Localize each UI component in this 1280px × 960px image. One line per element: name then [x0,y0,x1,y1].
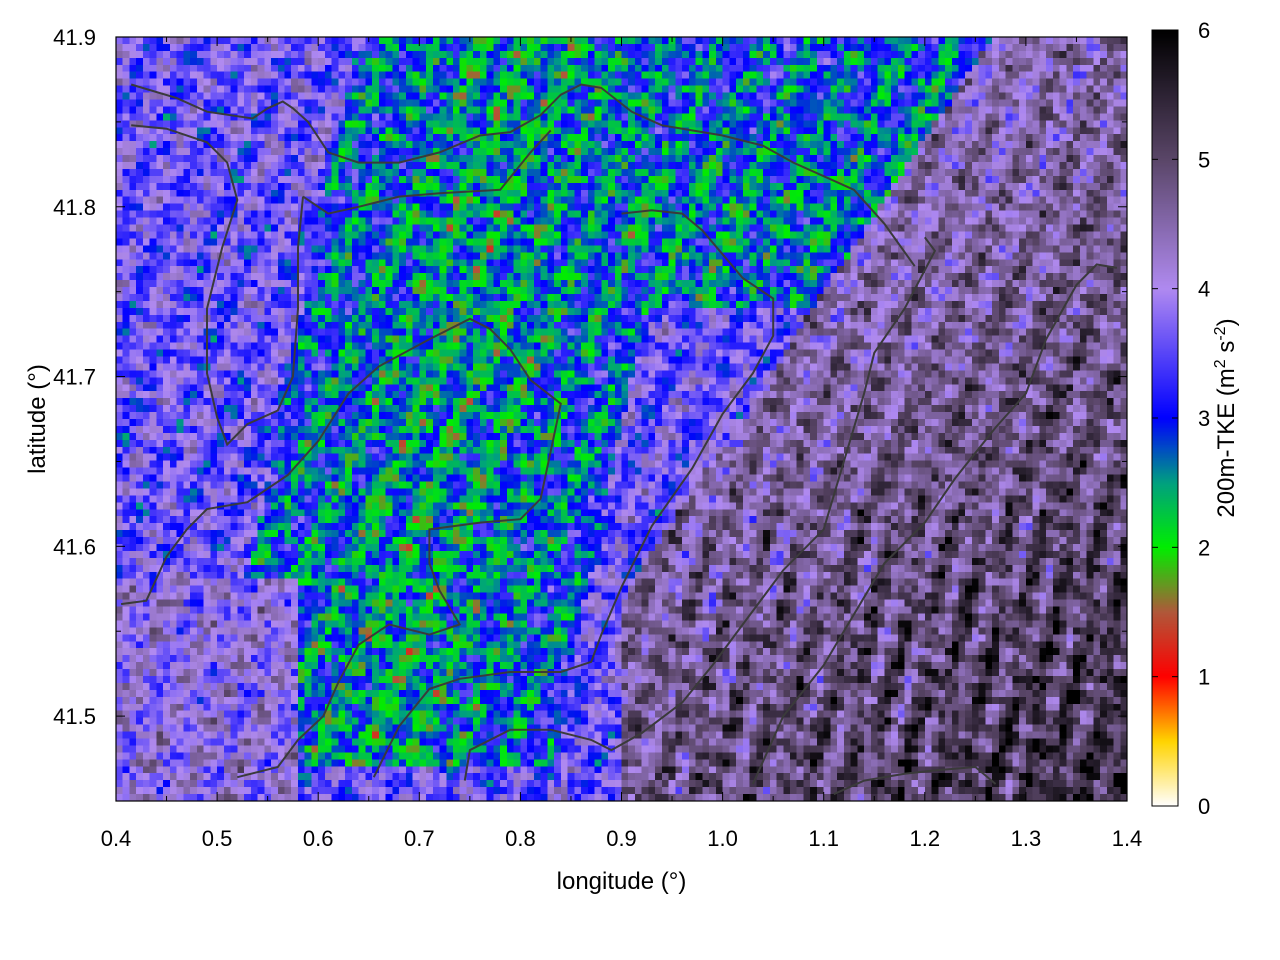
x-tick-label: 0.9 [606,826,637,851]
y-axis: 41.5 41.6 41.7 41.8 41.9 [53,25,1127,802]
colorbar-tick-label: 1 [1198,665,1210,690]
colorbar-title-mid: s [1213,341,1240,360]
terrain-contour-lines [120,83,1118,796]
x-tick-label: 0.5 [202,826,233,851]
x-tick-label: 0.6 [303,826,334,851]
y-tick-label: 41.6 [53,534,96,559]
colorbar-tick-label: 2 [1198,535,1210,560]
x-axis: 0.4 0.5 0.6 0.7 0.8 0.9 1.0 1.1 1.2 1.3 1.4 [101,37,1143,851]
x-tick-label: 1.3 [1011,826,1042,851]
x-tick-label: 0.7 [404,826,435,851]
x-axis-title: longitude (°) [557,868,687,895]
contour-line-5 [372,209,775,778]
contour-line-7 [833,765,997,796]
x-tick-label: 1.2 [910,826,941,851]
x-tick-label: 1.1 [808,826,839,851]
contour-line-4 [120,317,562,779]
tke-heatmap-image [116,37,1127,801]
contour-line-6 [463,236,937,781]
colorbar-tick-label: 6 [1198,18,1210,43]
colorbar: 0 1 2 3 4 5 6 [1151,18,1210,819]
contour-line-3 [302,129,552,215]
contour-line-2 [131,124,304,447]
colorbar-title-pre: 200m-TKE (m [1213,368,1240,517]
y-tick-label: 41.8 [53,195,96,220]
colorbar-title-sup2: -2 [1212,326,1229,340]
colorbar-tick-label: 5 [1198,147,1210,172]
x-tick-label: 1.4 [1112,826,1143,851]
contour-line-1 [130,83,916,267]
colorbar-tick-label: 3 [1198,406,1210,431]
colorbar-title: 200m-TKE (m2 s-2) [1212,318,1240,517]
colorbar-title-post: ) [1213,318,1240,326]
contour-line-8 [751,263,1118,785]
colorbar-tick-label: 4 [1198,277,1210,302]
x-tick-label: 1.0 [707,826,738,851]
colorbar-tick-label: 0 [1198,794,1210,819]
y-axis-title: latitude (°) [24,364,51,474]
colorbar-title-sup1: 2 [1212,359,1229,368]
y-tick-label: 41.9 [53,25,96,50]
x-tick-label: 0.4 [101,826,132,851]
y-tick-label: 41.5 [53,704,96,729]
plot-area [115,36,1128,802]
x-tick-label: 0.8 [505,826,536,851]
y-tick-label: 41.7 [53,365,96,390]
